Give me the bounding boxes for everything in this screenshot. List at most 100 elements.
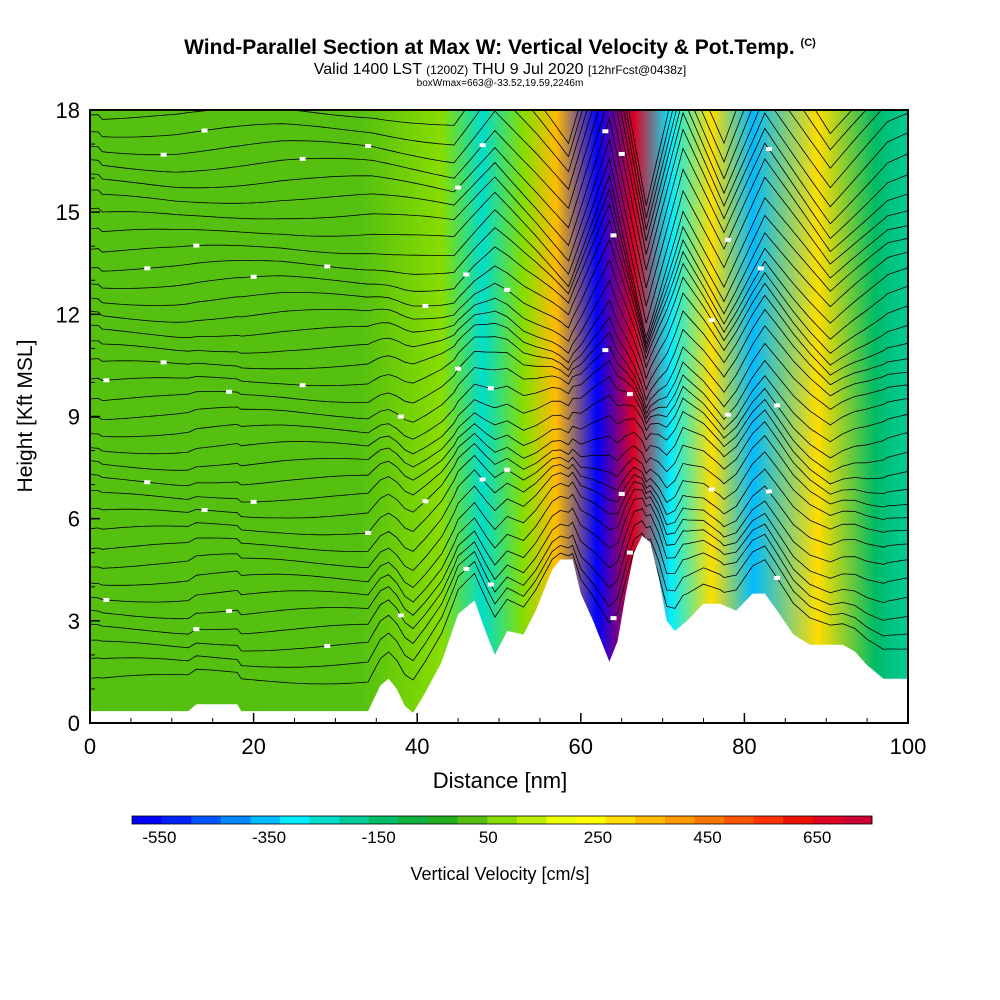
chart-title: Wind-Parallel Section at Max W: Vertical… [0,36,1000,60]
colorbar-swatch [605,816,636,824]
contour-label [610,616,617,621]
colorbar-swatch [546,816,577,824]
x-tick-label: 20 [241,734,265,759]
contour-label [324,643,331,648]
contour-label [725,412,732,417]
colorbar-tick-label: 50 [479,828,498,847]
contour-label [774,575,781,580]
contour-label [757,266,764,271]
colorbar-swatch [457,816,488,824]
theta-contour-line [90,188,908,346]
theta-contour-line [90,507,908,635]
contour-label [504,287,511,292]
contour-label [765,147,772,152]
colorbar-swatch [783,816,814,824]
theta-contour-line [90,308,908,402]
theta-contour-line [90,359,908,440]
theta-contour-line [90,138,908,307]
contour-label [299,383,306,388]
theta-contour-line [90,110,908,271]
y-tick-label: 0 [68,711,80,736]
colorbar-swatch [664,816,695,824]
subtitle-forecast: [12hrFcst@0438z] [587,63,687,77]
title-text: Wind-Parallel Section at Max W: Vertical… [184,36,795,59]
y-tick-label: 15 [56,200,80,225]
contour-label [226,389,233,394]
contour-label [160,360,167,365]
colorbar-swatch [487,816,518,824]
contour-label [397,414,404,419]
theta-contour-line [90,258,908,369]
theta-contour-line [90,409,908,503]
contour-label [250,499,257,504]
colorbar-swatch [368,816,399,824]
colorbar-swatch [220,816,251,824]
contour-label [725,237,732,242]
y-tick-label: 18 [56,98,80,123]
colorbar-tick-label: 450 [693,828,721,847]
x-tick-label: 80 [732,734,756,759]
colorbar-swatch [753,816,784,824]
contour-label [422,303,429,308]
contour-label [193,243,200,248]
contour-label [299,156,306,161]
contour-label [103,597,110,602]
colorbar-swatch [161,816,192,824]
theta-contour-line [90,451,908,552]
contour-label [365,143,372,148]
contour-label [103,378,110,383]
x-tick-label: 100 [890,734,927,759]
colorbar-swatch [812,816,843,824]
colorbar-tick-label: -550 [142,828,176,847]
theta-contour-line [90,520,908,652]
theta-contour-line [90,536,908,685]
y-axis-label: Height [Kft MSL] [14,339,37,493]
y-tick-label: 6 [68,507,80,532]
contour-label [708,487,715,492]
contour-label [397,613,404,618]
contour-label [226,608,233,613]
theta-contour-line [90,532,908,668]
theta-contour-line [90,173,908,339]
theta-contour-line [90,420,908,519]
y-tick-label: 12 [56,302,80,327]
theta-contour-line [90,238,908,361]
box-wmax-line: boxWmax=663@-33.52,19.59,2246m [416,78,584,89]
theta-contour-line [90,481,908,589]
contour-label [708,318,715,323]
contour-label [455,185,462,190]
contour-label [610,233,617,238]
contour-label [487,386,494,391]
x-axis-label: Distance [nm] [432,768,568,793]
contour-label [463,566,470,571]
colorbar: -550 -350 -150 50 250 450 650 [131,815,873,847]
terrain-mask [90,535,908,723]
colorbar-swatch [339,816,370,824]
theta-contour-line [90,434,908,536]
theta-contour-line [90,157,908,324]
colorbar-tick-label: -150 [362,828,396,847]
contour-label [774,403,781,408]
colorbar-swatch [576,816,606,824]
contour-label [324,264,331,269]
subtitle-utc: (1200Z) [426,63,469,77]
contour-label [365,530,372,535]
contour-label [626,392,633,397]
contour-label [250,274,257,279]
colorbar-swatch [132,816,162,824]
contour-label [504,467,511,472]
colorbar-swatch [250,816,281,824]
contour-label [201,508,208,513]
theta-contour-line [90,110,908,242]
x-tick-label: 60 [569,734,593,759]
theta-contour-line [90,294,908,391]
colorbar-swatch [428,816,458,824]
x-axis: 0 20 40 60 80 100 [84,713,926,759]
theta-contour-line [90,279,908,380]
colorbar-swatch [516,816,547,824]
chart-subtitle: Valid 1400 LST (1200Z) THU 9 Jul 2020 [1… [0,61,1000,79]
colorbar-swatch [635,816,666,824]
contour-label [618,491,625,496]
colorbar-frame [131,815,873,825]
contour-label [463,272,470,277]
